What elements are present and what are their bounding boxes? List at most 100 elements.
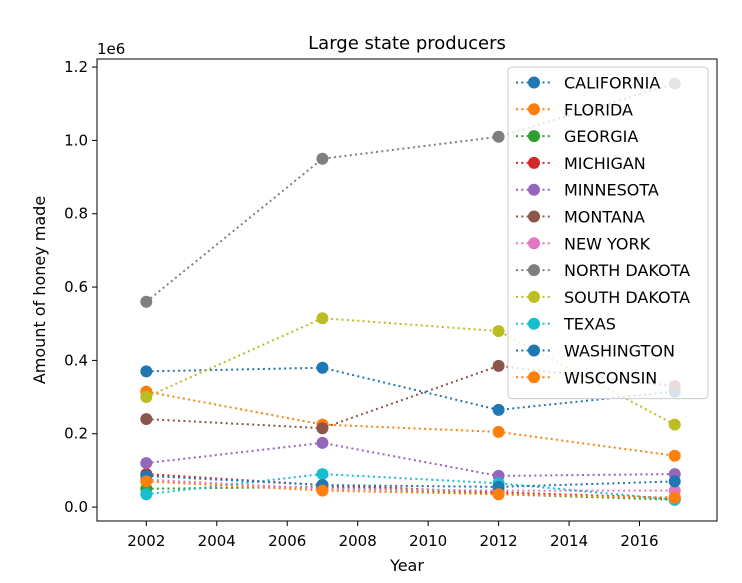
data-point [492, 425, 505, 438]
legend-label: MICHIGAN [564, 154, 646, 173]
data-point [492, 130, 505, 143]
chart-title: Large state producers [308, 33, 506, 54]
legend-item: WISCONSIN [516, 368, 657, 387]
series-texas [140, 468, 681, 506]
legend-label: WASHINGTON [564, 342, 675, 361]
legend-item: WASHINGTON [516, 342, 675, 361]
y-axis-label: Amount of honey made [30, 196, 49, 384]
legend-label: WISCONSIN [564, 368, 657, 387]
legend-item: SOUTH DAKOTA [516, 288, 690, 307]
legend-marker [528, 344, 540, 357]
y-tick-label: 0.4 [64, 351, 88, 369]
data-point [492, 403, 505, 416]
series-washington [140, 469, 681, 493]
legend-marker [528, 210, 540, 223]
data-point [140, 295, 153, 308]
series-wisconsin [140, 475, 681, 504]
data-point [316, 361, 329, 374]
legend-item: FLORIDA [516, 100, 633, 119]
series-line [146, 478, 675, 492]
data-point [316, 312, 329, 325]
legend: CALIFORNIA FLORIDA GEORGIA MICHIGAN MINNESOT… [507, 66, 709, 400]
x-tick-label: 2002 [127, 532, 165, 550]
legend-marker [528, 237, 540, 250]
legend-item: GEORGIA [516, 127, 638, 146]
legend-marker [528, 317, 540, 330]
x-tick-label: 2010 [409, 532, 447, 550]
data-point [668, 418, 681, 431]
legend-marker [528, 371, 540, 384]
legend-label: NEW YORK [564, 234, 651, 253]
data-point [492, 488, 505, 501]
series-line [146, 441, 675, 477]
data-point [140, 391, 153, 404]
legend-box [507, 66, 709, 400]
data-point [140, 365, 153, 378]
data-point [668, 475, 681, 488]
legend-label: FLORIDA [564, 100, 633, 119]
data-point [316, 468, 329, 481]
legend-item: MINNESOTA [516, 181, 659, 200]
axes: 2002 2004 2006 2008 2010 2012 2014 2016 0.0 0.2 0.… [64, 58, 718, 550]
legend-item: MICHIGAN [516, 154, 646, 173]
legend-marker [528, 156, 540, 169]
data-point [668, 449, 681, 462]
legend-marker [528, 183, 540, 196]
legend-label: GEORGIA [564, 127, 638, 146]
series-line [146, 485, 675, 501]
y-tick-label: 1.0 [64, 131, 88, 149]
data-point [140, 457, 153, 470]
data-point [492, 325, 505, 338]
x-tick-label: 2012 [479, 532, 517, 550]
series-line [145, 317, 676, 426]
y-tick-label: 0.6 [64, 278, 88, 296]
legend-label: TEXAS [563, 315, 616, 334]
legend-label: NORTH DAKOTA [564, 261, 690, 280]
series-south-dakota [140, 312, 681, 431]
legend-item: NORTH DAKOTA [516, 261, 690, 280]
legend-label: MONTANA [564, 208, 645, 227]
x-tick-label: 2006 [268, 532, 306, 550]
series-line [146, 366, 675, 411]
series-line [146, 473, 675, 501]
data-point [668, 491, 681, 504]
legend-label: CALIFORNIA [564, 74, 660, 93]
legend-marker [528, 76, 540, 89]
x-tick-label: 2016 [620, 532, 658, 550]
data-point [316, 422, 329, 435]
y-tick-label: 1.2 [64, 58, 88, 76]
legend-marker [528, 290, 540, 303]
series-line [146, 474, 675, 488]
data-point [492, 359, 505, 372]
x-axis-label: Year [389, 556, 424, 575]
x-tick-label: 2004 [198, 532, 236, 550]
data-point [316, 152, 329, 165]
data-point [140, 488, 153, 501]
legend-item: TEXAS [516, 315, 616, 334]
legend-marker [528, 103, 540, 116]
y-tick-label: 0.0 [64, 498, 88, 516]
legend-marker [528, 130, 540, 143]
y-tick-label: 0.8 [64, 205, 88, 223]
data-point [140, 475, 153, 488]
series-line [146, 390, 675, 457]
y-offset-label: 1e6 [97, 40, 125, 58]
series-line [146, 480, 675, 499]
legend-item: NEW YORK [516, 234, 651, 253]
plot-frame [96, 58, 718, 522]
x-tick-label: 2008 [339, 532, 377, 550]
y-tick-label: 0.2 [64, 425, 88, 443]
data-point [140, 413, 153, 426]
legend-label: MINNESOTA [564, 181, 659, 200]
data-point [316, 436, 329, 449]
x-tick-label: 2014 [550, 532, 588, 550]
legend-item: CALIFORNIA [516, 74, 660, 93]
legend-item: MONTANA [516, 208, 645, 227]
legend-label: SOUTH DAKOTA [564, 288, 690, 307]
legend-marker [528, 264, 540, 277]
data-point [316, 484, 329, 497]
series-minnesota [140, 436, 681, 482]
series-layer [140, 77, 681, 506]
